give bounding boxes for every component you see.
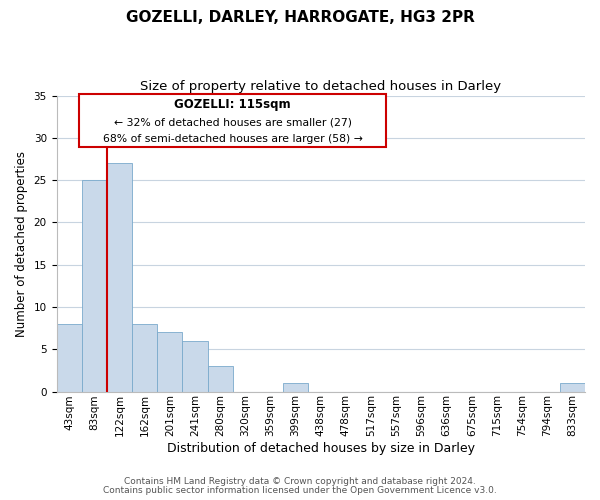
Bar	[107, 163, 132, 392]
Bar	[82, 180, 107, 392]
Bar	[157, 332, 182, 392]
Bar	[56, 324, 82, 392]
Text: GOZELLI, DARLEY, HARROGATE, HG3 2PR: GOZELLI, DARLEY, HARROGATE, HG3 2PR	[125, 10, 475, 25]
Bar	[182, 341, 208, 392]
Text: Contains HM Land Registry data © Crown copyright and database right 2024.: Contains HM Land Registry data © Crown c…	[124, 477, 476, 486]
X-axis label: Distribution of detached houses by size in Darley: Distribution of detached houses by size …	[167, 442, 475, 455]
Text: ← 32% of detached houses are smaller (27): ← 32% of detached houses are smaller (27…	[113, 117, 352, 127]
Title: Size of property relative to detached houses in Darley: Size of property relative to detached ho…	[140, 80, 502, 93]
Text: 68% of semi-detached houses are larger (58) →: 68% of semi-detached houses are larger (…	[103, 134, 362, 144]
Text: GOZELLI: 115sqm: GOZELLI: 115sqm	[175, 98, 291, 111]
Bar	[560, 383, 585, 392]
Bar	[132, 324, 157, 392]
Bar	[283, 383, 308, 392]
Bar	[208, 366, 233, 392]
Y-axis label: Number of detached properties: Number of detached properties	[15, 150, 28, 336]
Text: Contains public sector information licensed under the Open Government Licence v3: Contains public sector information licen…	[103, 486, 497, 495]
